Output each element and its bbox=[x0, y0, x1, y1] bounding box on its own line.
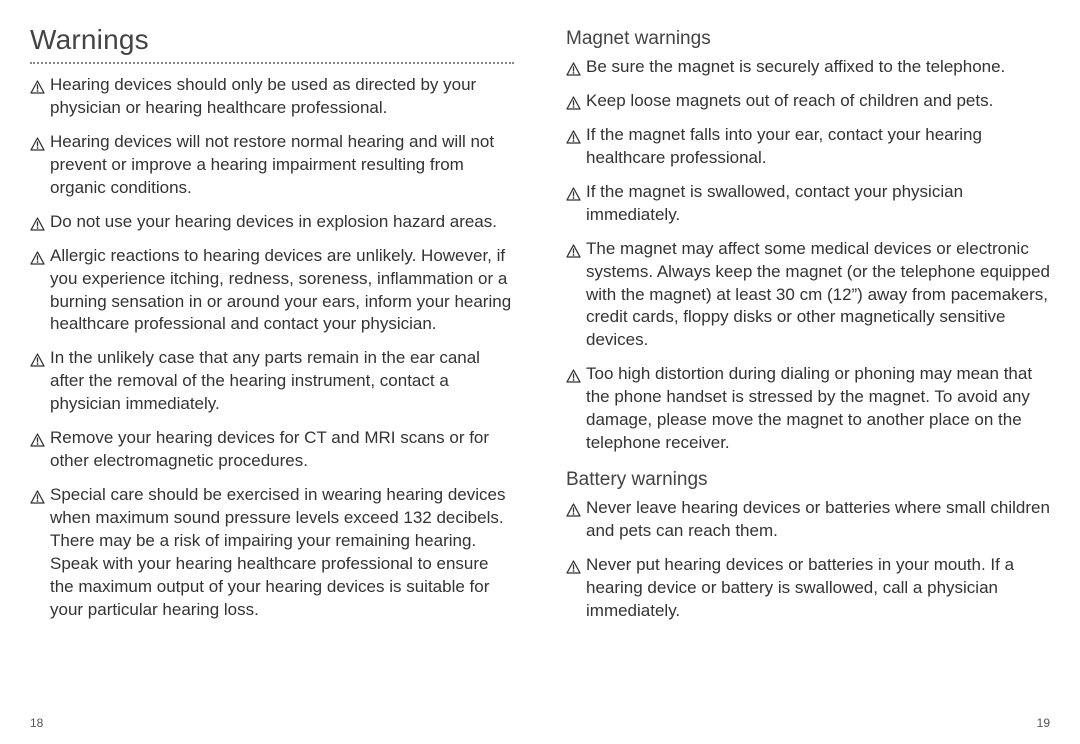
warning-icon bbox=[30, 351, 45, 365]
warning-text: The magnet may affect some medical devic… bbox=[586, 238, 1050, 353]
warning-item: Too high distortion during dialing or ph… bbox=[566, 363, 1050, 455]
warning-icon bbox=[30, 215, 45, 229]
warning-item: Keep loose magnets out of reach of child… bbox=[566, 90, 1050, 113]
warning-text: Special care should be exercised in wear… bbox=[50, 484, 514, 622]
warnings-heading: Warnings bbox=[30, 24, 514, 64]
warning-text: Allergic reactions to hearing devices ar… bbox=[50, 245, 514, 337]
warning-item: Special care should be exercised in wear… bbox=[30, 484, 514, 622]
warning-icon bbox=[566, 501, 581, 515]
warning-item: If the magnet falls into your ear, conta… bbox=[566, 124, 1050, 170]
warning-item: Hearing devices should only be used as d… bbox=[30, 74, 514, 120]
warning-text: Too high distortion during dialing or ph… bbox=[586, 363, 1050, 455]
magnet-warnings-heading: Magnet warnings bbox=[566, 28, 1050, 50]
warning-item: In the unlikely case that any parts rema… bbox=[30, 347, 514, 416]
warning-icon bbox=[30, 135, 45, 149]
warning-item: Do not use your hearing devices in explo… bbox=[30, 211, 514, 234]
warning-item: Allergic reactions to hearing devices ar… bbox=[30, 245, 514, 337]
warning-icon bbox=[30, 249, 45, 263]
warning-text: Hearing devices should only be used as d… bbox=[50, 74, 514, 120]
warning-text: If the magnet is swallowed, contact your… bbox=[586, 181, 1050, 227]
warning-text: Never leave hearing devices or batteries… bbox=[586, 497, 1050, 543]
battery-warnings-heading: Battery warnings bbox=[566, 469, 1050, 491]
page-number-right: 19 bbox=[1037, 716, 1050, 730]
warning-item: Remove your hearing devices for CT and M… bbox=[30, 427, 514, 473]
warning-icon bbox=[566, 185, 581, 199]
warning-text: If the magnet falls into your ear, conta… bbox=[586, 124, 1050, 170]
warning-text: Never put hearing devices or batteries i… bbox=[586, 554, 1050, 623]
warning-item: Never leave hearing devices or batteries… bbox=[566, 497, 1050, 543]
warning-icon bbox=[566, 94, 581, 108]
warning-item: Never put hearing devices or batteries i… bbox=[566, 554, 1050, 623]
warnings-list: Never leave hearing devices or batteries… bbox=[566, 497, 1050, 623]
warning-text: In the unlikely case that any parts rema… bbox=[50, 347, 514, 416]
page-number-left: 18 bbox=[30, 716, 43, 730]
warning-icon bbox=[566, 367, 581, 381]
warning-icon bbox=[566, 242, 581, 256]
left-page: Warnings Hearing devices should only be … bbox=[0, 0, 540, 744]
right-page: Magnet warnings Be sure the magnet is sec… bbox=[540, 0, 1080, 744]
warning-icon bbox=[30, 78, 45, 92]
warnings-list: Be sure the magnet is securely affixed t… bbox=[566, 56, 1050, 455]
warning-icon bbox=[30, 488, 45, 502]
warning-item: If the magnet is swallowed, contact your… bbox=[566, 181, 1050, 227]
warning-text: Keep loose magnets out of reach of child… bbox=[586, 90, 1050, 113]
warning-icon bbox=[566, 558, 581, 572]
warning-icon bbox=[566, 128, 581, 142]
page-spread: Warnings Hearing devices should only be … bbox=[0, 0, 1080, 744]
warning-text: Hearing devices will not restore normal … bbox=[50, 131, 514, 200]
warning-icon bbox=[566, 60, 581, 74]
warning-item: Hearing devices will not restore normal … bbox=[30, 131, 514, 200]
warning-text: Be sure the magnet is securely affixed t… bbox=[586, 56, 1050, 79]
warning-item: The magnet may affect some medical devic… bbox=[566, 238, 1050, 353]
warning-icon bbox=[30, 431, 45, 445]
warning-text: Remove your hearing devices for CT and M… bbox=[50, 427, 514, 473]
warning-text: Do not use your hearing devices in explo… bbox=[50, 211, 514, 234]
warnings-list: Hearing devices should only be used as d… bbox=[30, 74, 514, 622]
warning-item: Be sure the magnet is securely affixed t… bbox=[566, 56, 1050, 79]
